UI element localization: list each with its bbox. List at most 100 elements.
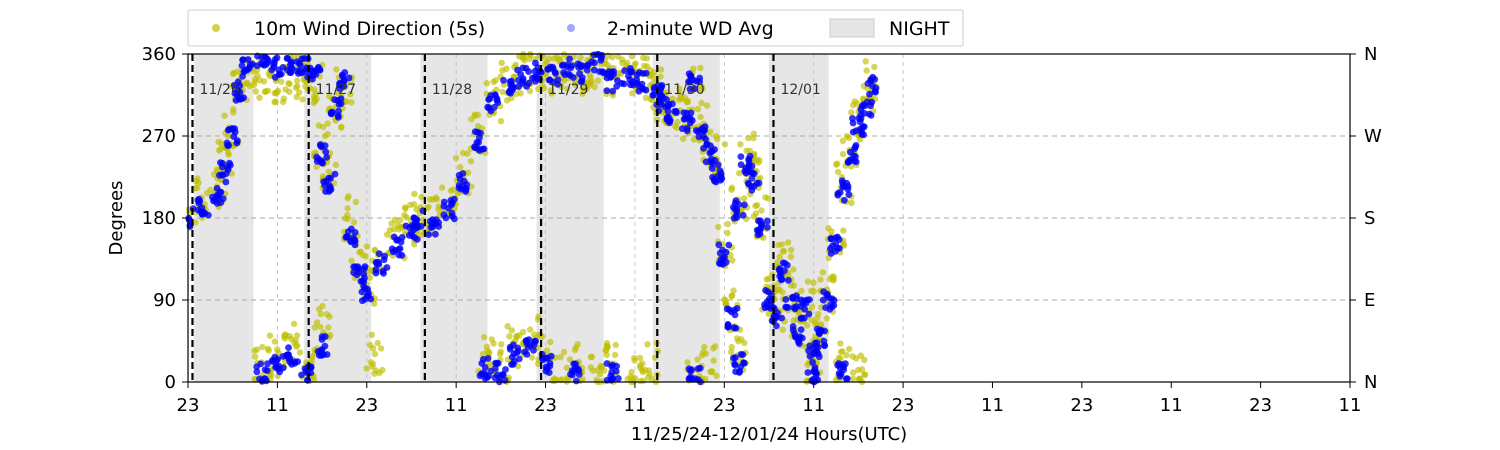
data-point	[539, 81, 546, 89]
data-point	[608, 54, 616, 61]
data-point	[827, 250, 835, 257]
data-point	[244, 80, 251, 88]
data-point	[516, 332, 523, 339]
data-point	[263, 55, 271, 63]
data-point	[844, 182, 852, 190]
data-point	[494, 99, 502, 107]
data-point	[823, 315, 831, 322]
data-point	[625, 72, 632, 80]
data-point	[579, 90, 586, 97]
data-point	[750, 134, 757, 142]
data-point	[843, 352, 850, 359]
data-point	[311, 324, 318, 331]
data-point	[834, 361, 842, 369]
data-point	[450, 186, 457, 193]
data-point	[343, 98, 350, 105]
data-point	[411, 190, 418, 198]
data-point	[731, 361, 739, 369]
data-point	[866, 90, 873, 98]
data-point	[804, 369, 812, 376]
data-point	[579, 62, 586, 70]
data-point	[351, 241, 359, 249]
data-point	[840, 240, 847, 248]
data-point	[433, 196, 440, 203]
data-point	[413, 236, 421, 243]
data-point	[317, 310, 324, 318]
data-point	[851, 145, 858, 153]
data-point	[855, 366, 862, 374]
data-point	[842, 375, 850, 383]
data-point	[736, 170, 743, 177]
data-point	[728, 293, 735, 300]
data-point	[372, 269, 380, 277]
data-point	[603, 87, 611, 95]
data-point	[535, 85, 542, 93]
data-point	[697, 113, 704, 121]
data-point	[563, 364, 571, 372]
data-point	[221, 112, 228, 119]
data-point	[588, 78, 595, 85]
data-point	[515, 83, 523, 90]
data-point	[648, 71, 655, 78]
data-point	[230, 106, 237, 113]
data-point	[265, 347, 272, 354]
data-point	[840, 227, 847, 234]
data-point	[642, 366, 649, 374]
data-point	[474, 111, 482, 119]
data-point	[426, 196, 434, 203]
data-point	[403, 214, 410, 221]
legend: 10m Wind Direction (5s) 2-minute WD Avg …	[187, 9, 964, 47]
data-point	[319, 302, 326, 310]
data-point	[217, 159, 224, 167]
data-point	[710, 357, 717, 364]
data-point	[502, 366, 509, 373]
data-point	[673, 124, 680, 131]
data-point	[733, 205, 741, 213]
data-point	[313, 319, 321, 326]
data-point	[715, 223, 722, 231]
data-point	[809, 358, 816, 366]
data-point	[728, 343, 735, 351]
data-point	[612, 341, 619, 349]
data-point	[657, 92, 664, 100]
data-point	[314, 348, 322, 355]
data-point	[259, 343, 266, 351]
data-point	[506, 87, 514, 95]
data-point	[345, 193, 352, 200]
data-point	[483, 343, 491, 350]
data-point	[776, 272, 784, 280]
data-point	[508, 327, 515, 334]
data-point	[597, 364, 604, 371]
data-point	[776, 253, 783, 261]
data-point	[839, 150, 847, 158]
data-point	[784, 239, 792, 246]
data-point	[224, 142, 232, 150]
data-point	[696, 364, 704, 372]
data-point	[286, 80, 293, 88]
data-point	[780, 247, 788, 255]
data-point	[312, 90, 319, 98]
data-point	[570, 360, 578, 368]
data-point	[686, 119, 694, 127]
data-point	[697, 86, 704, 93]
data-point	[526, 87, 534, 95]
data-point	[368, 331, 375, 338]
data-point	[722, 297, 729, 304]
legend-label-wind-direction: 10m Wind Direction (5s)	[254, 18, 485, 40]
data-point	[294, 77, 301, 84]
x-tick-label: 23	[355, 395, 378, 416]
data-point	[564, 85, 571, 92]
data-point	[819, 296, 827, 304]
data-point	[497, 117, 505, 125]
y-tick-label: 90	[153, 290, 176, 311]
data-point	[763, 276, 770, 283]
data-point	[544, 354, 551, 362]
x-tick-label: 11	[623, 395, 646, 416]
data-point	[731, 311, 739, 319]
data-point	[849, 119, 857, 127]
data-point	[299, 96, 306, 103]
data-point	[549, 65, 557, 73]
data-point	[813, 339, 821, 347]
data-point	[352, 198, 360, 206]
data-point	[535, 360, 542, 368]
